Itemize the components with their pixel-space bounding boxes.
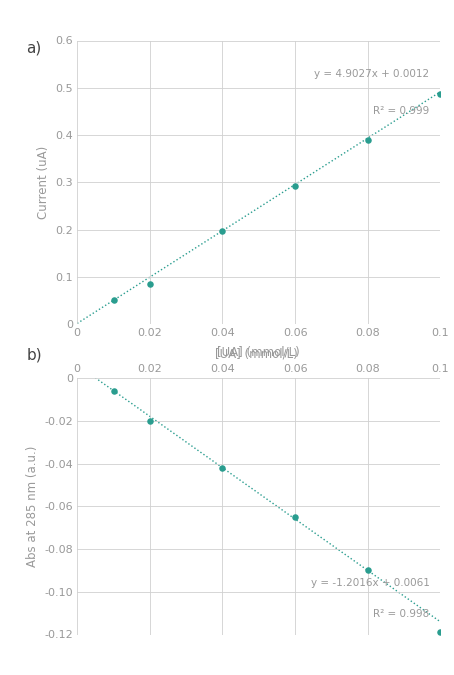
- Text: R² = 0.999: R² = 0.999: [373, 106, 429, 115]
- Point: [146, 278, 153, 289]
- X-axis label: [UA] (mmol/L): [UA] (mmol/L): [217, 345, 300, 358]
- Point: [437, 627, 444, 638]
- Text: y = -1.2016x + 0.0061: y = -1.2016x + 0.0061: [311, 578, 429, 588]
- Point: [291, 180, 299, 191]
- Y-axis label: Abs at 285 nm (a.u.): Abs at 285 nm (a.u.): [26, 446, 39, 567]
- Point: [146, 415, 153, 426]
- Point: [364, 135, 371, 146]
- Point: [219, 462, 226, 473]
- Point: [110, 295, 117, 306]
- Point: [110, 385, 117, 396]
- Text: b): b): [26, 347, 42, 362]
- Text: [UA] (mmol/L): [UA] (mmol/L): [215, 348, 298, 361]
- Text: R² = 0.998: R² = 0.998: [373, 609, 429, 619]
- Point: [291, 512, 299, 522]
- Point: [364, 565, 371, 576]
- Text: y = 4.9027x + 0.0012: y = 4.9027x + 0.0012: [314, 69, 429, 79]
- Point: [437, 89, 444, 100]
- Text: a): a): [26, 40, 42, 55]
- Y-axis label: Current (uA): Current (uA): [37, 146, 49, 219]
- Point: [219, 225, 226, 236]
